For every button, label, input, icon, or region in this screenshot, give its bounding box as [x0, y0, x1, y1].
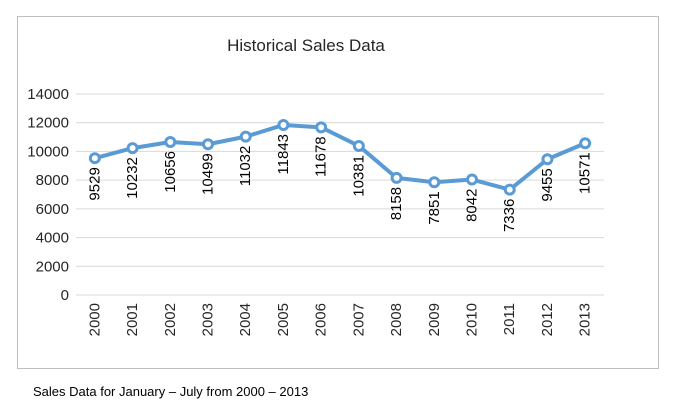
data-point-marker — [164, 136, 177, 149]
data-point-marker — [428, 176, 441, 189]
data-label: 8158 — [388, 187, 405, 220]
data-label: 7851 — [426, 191, 443, 224]
y-tick-label: 10000 — [27, 143, 69, 160]
data-label: 8042 — [464, 189, 481, 222]
y-tick-label: 14000 — [27, 86, 69, 103]
y-tick-label: 12000 — [27, 115, 69, 132]
y-tick-label: 8000 — [36, 172, 69, 189]
data-label: 10232 — [124, 157, 141, 199]
x-tick-label: 2010 — [464, 303, 481, 336]
y-tick-label: 2000 — [36, 258, 69, 275]
x-tick-label: 2001 — [124, 303, 141, 336]
data-label: 9529 — [86, 167, 103, 200]
x-tick-label: 2003 — [200, 303, 217, 336]
x-tick-label: 2005 — [275, 303, 292, 336]
x-tick-label: 2011 — [501, 303, 518, 335]
data-point-marker — [239, 130, 252, 143]
x-tick-label: 2006 — [313, 303, 330, 336]
chart-title: Historical Sales Data — [227, 36, 385, 55]
data-label: 7336 — [501, 199, 518, 232]
x-tick-label: 2007 — [350, 303, 367, 336]
data-point-marker — [503, 183, 516, 196]
data-label: 10499 — [200, 153, 217, 195]
gridlines — [76, 93, 604, 296]
x-tick-label: 2013 — [577, 303, 594, 336]
chart-caption: Sales Data for January – July from 2000 … — [33, 384, 309, 399]
data-point-marker — [352, 139, 365, 152]
data-point-marker — [88, 152, 101, 165]
y-tick-label: 0 — [61, 287, 69, 304]
data-point-marker — [202, 138, 214, 151]
x-tick-label: 2012 — [539, 303, 556, 336]
x-tick-label: 2000 — [86, 303, 103, 336]
data-label: 9455 — [539, 168, 556, 201]
x-tick-label: 2004 — [237, 303, 254, 336]
data-labels: 9529 10232 10656 10499 11032 11843 11678 10381 8… — [86, 134, 593, 232]
data-point-marker — [390, 171, 403, 184]
data-label: 10656 — [162, 151, 179, 193]
y-tick-label: 6000 — [36, 201, 69, 218]
series-line-group — [92, 122, 588, 192]
data-point-marker — [315, 121, 328, 134]
data-point-marker — [277, 118, 290, 131]
x-tick-label: 2008 — [388, 303, 405, 336]
data-point-marker — [466, 173, 478, 186]
data-label: 11032 — [237, 146, 254, 187]
series-markers — [88, 118, 592, 196]
y-axis-tick-labels: 0 2000 4000 6000 8000 10000 12000 14000 — [27, 86, 69, 304]
data-point-marker — [541, 153, 554, 166]
x-tick-label: 2002 — [162, 303, 179, 336]
chart-frame — [17, 16, 659, 369]
x-axis-tick-labels: 2000 2001 2002 2003 2004 2005 2006 2007 2008 2009… — [86, 303, 593, 336]
data-label: 11678 — [313, 136, 330, 177]
y-tick-label: 4000 — [36, 230, 69, 247]
data-label: 11843 — [275, 134, 292, 175]
data-label: 10571 — [577, 152, 594, 194]
x-tick-label: 2009 — [426, 303, 443, 336]
data-point-marker — [579, 137, 592, 150]
data-point-marker — [126, 142, 139, 155]
data-label: 10381 — [350, 155, 367, 197]
series-line — [92, 122, 588, 192]
